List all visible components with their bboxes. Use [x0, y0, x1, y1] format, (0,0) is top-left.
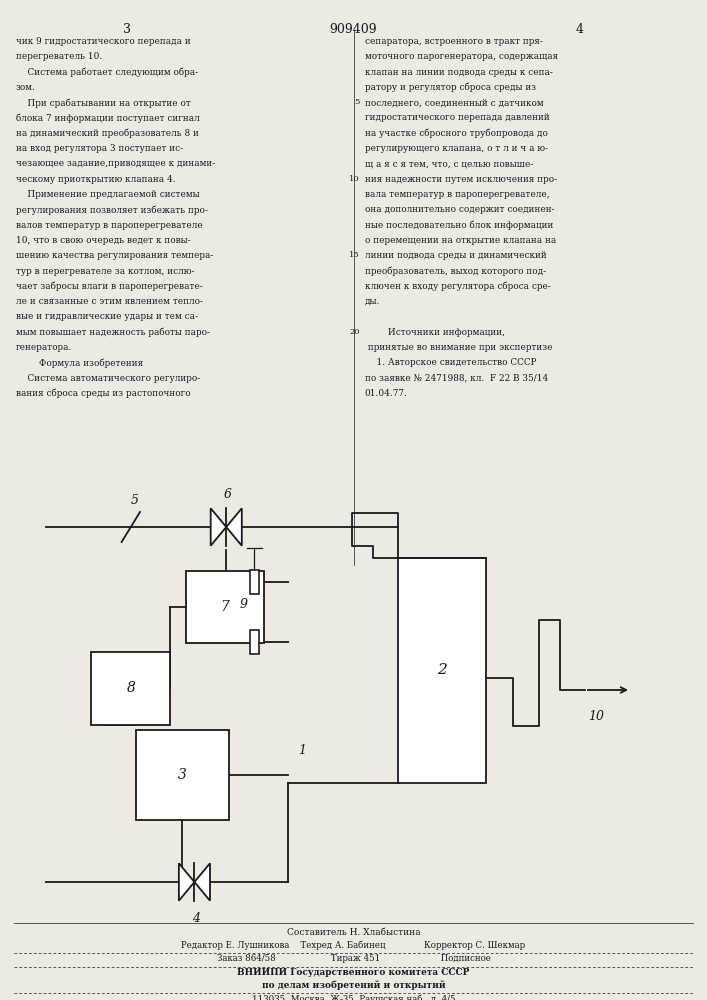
Text: 1: 1 — [298, 744, 306, 756]
Bar — [250, 570, 259, 594]
Text: Составитель Н. Хлабыстина: Составитель Н. Хлабыстина — [286, 928, 421, 937]
Text: 3: 3 — [178, 768, 187, 782]
Text: перегреватель 10.: перегреватель 10. — [16, 52, 102, 61]
Text: ВНИИПИ Государственного комитета СССР: ВНИИПИ Государственного комитета СССР — [238, 968, 469, 977]
Text: 15: 15 — [349, 251, 360, 259]
Bar — [186, 571, 264, 643]
Text: валов температур в пароперегревателе: валов температур в пароперегревателе — [16, 221, 202, 230]
Text: Система работает следующим обра-: Система работает следующим обра- — [16, 68, 198, 77]
Text: сепаратора, встроенного в тракт пря-: сепаратора, встроенного в тракт пря- — [365, 37, 543, 46]
Polygon shape — [211, 508, 226, 546]
Text: моточного парогенератора, содержащая: моточного парогенератора, содержащая — [365, 52, 558, 61]
Text: блока 7 информации поступает сигнал: блока 7 информации поступает сигнал — [16, 113, 199, 123]
Text: на динамический преобразователь 8 и: на динамический преобразователь 8 и — [16, 129, 199, 138]
Text: 4: 4 — [575, 23, 584, 36]
Bar — [136, 730, 229, 820]
Text: мым повышает надежность работы паро-: мым повышает надежность работы паро- — [16, 328, 209, 337]
Text: Применение предлагаемой системы: Применение предлагаемой системы — [16, 190, 199, 199]
Text: на участке сбросного трубопровода до: на участке сбросного трубопровода до — [365, 129, 548, 138]
Text: регулирующего клапана, о т л и ч а ю-: регулирующего клапана, о т л и ч а ю- — [365, 144, 548, 153]
Polygon shape — [226, 508, 242, 546]
Text: регулирования позволяет избежать про-: регулирования позволяет избежать про- — [16, 205, 207, 215]
Text: зом.: зом. — [16, 83, 35, 92]
Polygon shape — [194, 863, 210, 901]
Text: 113035, Москва, Ж-35, Раушская наб., д. 4/5: 113035, Москва, Ж-35, Раушская наб., д. … — [252, 994, 455, 1000]
Text: ле и связанные с этим явлением тепло-: ле и связанные с этим явлением тепло- — [16, 297, 202, 306]
Text: последнего, соединенный с датчиком: последнего, соединенный с датчиком — [365, 98, 544, 107]
Text: 10: 10 — [349, 175, 360, 183]
Text: ключен к входу регулятора сброса сре-: ключен к входу регулятора сброса сре- — [365, 282, 551, 291]
Text: 20: 20 — [349, 328, 360, 336]
Text: 2: 2 — [437, 663, 447, 677]
Text: ческому приоткрытию клапана 4.: ческому приоткрытию клапана 4. — [16, 175, 175, 184]
Bar — [397, 558, 486, 782]
Text: Формула изобретения: Формула изобретения — [16, 358, 143, 368]
Text: 5: 5 — [130, 494, 139, 507]
Text: 10: 10 — [588, 710, 604, 723]
Text: 5: 5 — [354, 98, 360, 106]
Text: она дополнительно содержит соединен-: она дополнительно содержит соединен- — [365, 205, 554, 214]
Text: 6: 6 — [223, 488, 232, 501]
Text: чик 9 гидростатического перепада и: чик 9 гидростатического перепада и — [16, 37, 190, 46]
Text: принятые во внимание при экспертизе: принятые во внимание при экспертизе — [365, 343, 552, 352]
Text: по делам изобретений и открытий: по делам изобретений и открытий — [262, 980, 445, 990]
Text: клапан на линии подвода среды к сепа-: клапан на линии подвода среды к сепа- — [365, 68, 553, 77]
Text: на вход регулятора 3 поступает ис-: на вход регулятора 3 поступает ис- — [16, 144, 182, 153]
Text: 1. Авторское свидетельство СССР: 1. Авторское свидетельство СССР — [365, 358, 537, 367]
Text: вания сброса среды из растопочного: вания сброса среды из растопочного — [16, 389, 190, 398]
Text: шению качества регулирования темпера-: шению качества регулирования темпера- — [16, 251, 213, 260]
Text: щ а я с я тем, что, с целью повыше-: щ а я с я тем, что, с целью повыше- — [365, 159, 533, 168]
Text: 7: 7 — [221, 600, 229, 614]
Text: ные последовательно блок информации: ные последовательно блок информации — [365, 221, 553, 230]
Text: вые и гидравлические удары и тем са-: вые и гидравлические удары и тем са- — [16, 312, 197, 321]
Text: 9: 9 — [240, 597, 247, 610]
Text: вала температур в пароперегревателе,: вала температур в пароперегревателе, — [365, 190, 549, 199]
Text: гидростатического перепада давлений: гидростатического перепада давлений — [365, 113, 549, 122]
Text: чезающее задание,приводящее к динами-: чезающее задание,приводящее к динами- — [16, 159, 215, 168]
Text: При срабатывании на открытие от: При срабатывании на открытие от — [16, 98, 190, 108]
Text: чает забросы влаги в пароперегревате-: чает забросы влаги в пароперегревате- — [16, 282, 202, 291]
Bar — [91, 652, 170, 724]
Text: 4: 4 — [192, 912, 200, 925]
Text: тур в перегревателе за котлом, ислю-: тур в перегревателе за котлом, ислю- — [16, 266, 194, 275]
Polygon shape — [179, 863, 194, 901]
Bar — [250, 630, 259, 654]
Text: 10, что в свою очередь ведет к повы-: 10, что в свою очередь ведет к повы- — [16, 236, 190, 245]
Text: 01.04.77.: 01.04.77. — [365, 389, 408, 398]
Text: о перемещении на открытие клапана на: о перемещении на открытие клапана на — [365, 236, 556, 245]
Text: Система автоматического регулиро-: Система автоматического регулиро- — [16, 374, 200, 383]
Text: Редактор Е. Лушникова    Техред А. Бабинец              Корректор С. Шекмар: Редактор Е. Лушникова Техред А. Бабинец … — [182, 940, 525, 950]
Text: ния надежности путем исключения про-: ния надежности путем исключения про- — [365, 175, 557, 184]
Text: ратору и регулятор сброса среды из: ратору и регулятор сброса среды из — [365, 83, 536, 92]
Text: Источники информации,: Источники информации, — [365, 328, 505, 337]
Text: ды.: ды. — [365, 297, 380, 306]
Text: по заявке № 2471988, кл.  F 22 В 35/14: по заявке № 2471988, кл. F 22 В 35/14 — [365, 374, 548, 383]
Text: 8: 8 — [127, 681, 135, 695]
Text: Заказ 864/58                    Тираж 451                      Подписное: Заказ 864/58 Тираж 451 Подписное — [216, 954, 491, 963]
Text: преобразователь, выход которого под-: преобразователь, выход которого под- — [365, 266, 546, 276]
Text: 909409: 909409 — [329, 23, 378, 36]
Text: 3: 3 — [123, 23, 132, 36]
Text: линии подвода среды и динамический: линии подвода среды и динамический — [365, 251, 547, 260]
Text: генератора.: генератора. — [16, 343, 72, 352]
